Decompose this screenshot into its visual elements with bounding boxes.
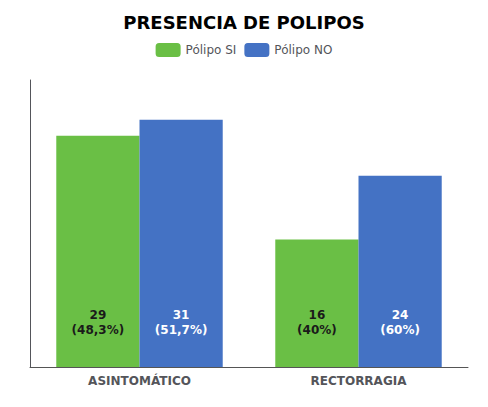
svg-text:(60%): (60%): [380, 323, 420, 337]
svg-text:29: 29: [90, 308, 107, 322]
svg-text:PRESENCIA DE POLIPOS: PRESENCIA DE POLIPOS: [123, 12, 364, 33]
svg-text:31: 31: [173, 308, 190, 322]
svg-text:(48,3%): (48,3%): [72, 323, 125, 337]
svg-text:24: 24: [392, 308, 409, 322]
svg-text:ASINTOMÁTICO: ASINTOMÁTICO: [88, 373, 191, 388]
svg-text:Pólipo NO: Pólipo NO: [274, 43, 332, 57]
svg-text:16: 16: [309, 308, 326, 322]
svg-text:(51,7%): (51,7%): [155, 323, 208, 337]
svg-text:RECTORRAGIA: RECTORRAGIA: [311, 374, 408, 388]
svg-text:(40%): (40%): [297, 323, 337, 337]
svg-text:Pólipo SI: Pólipo SI: [186, 43, 237, 57]
